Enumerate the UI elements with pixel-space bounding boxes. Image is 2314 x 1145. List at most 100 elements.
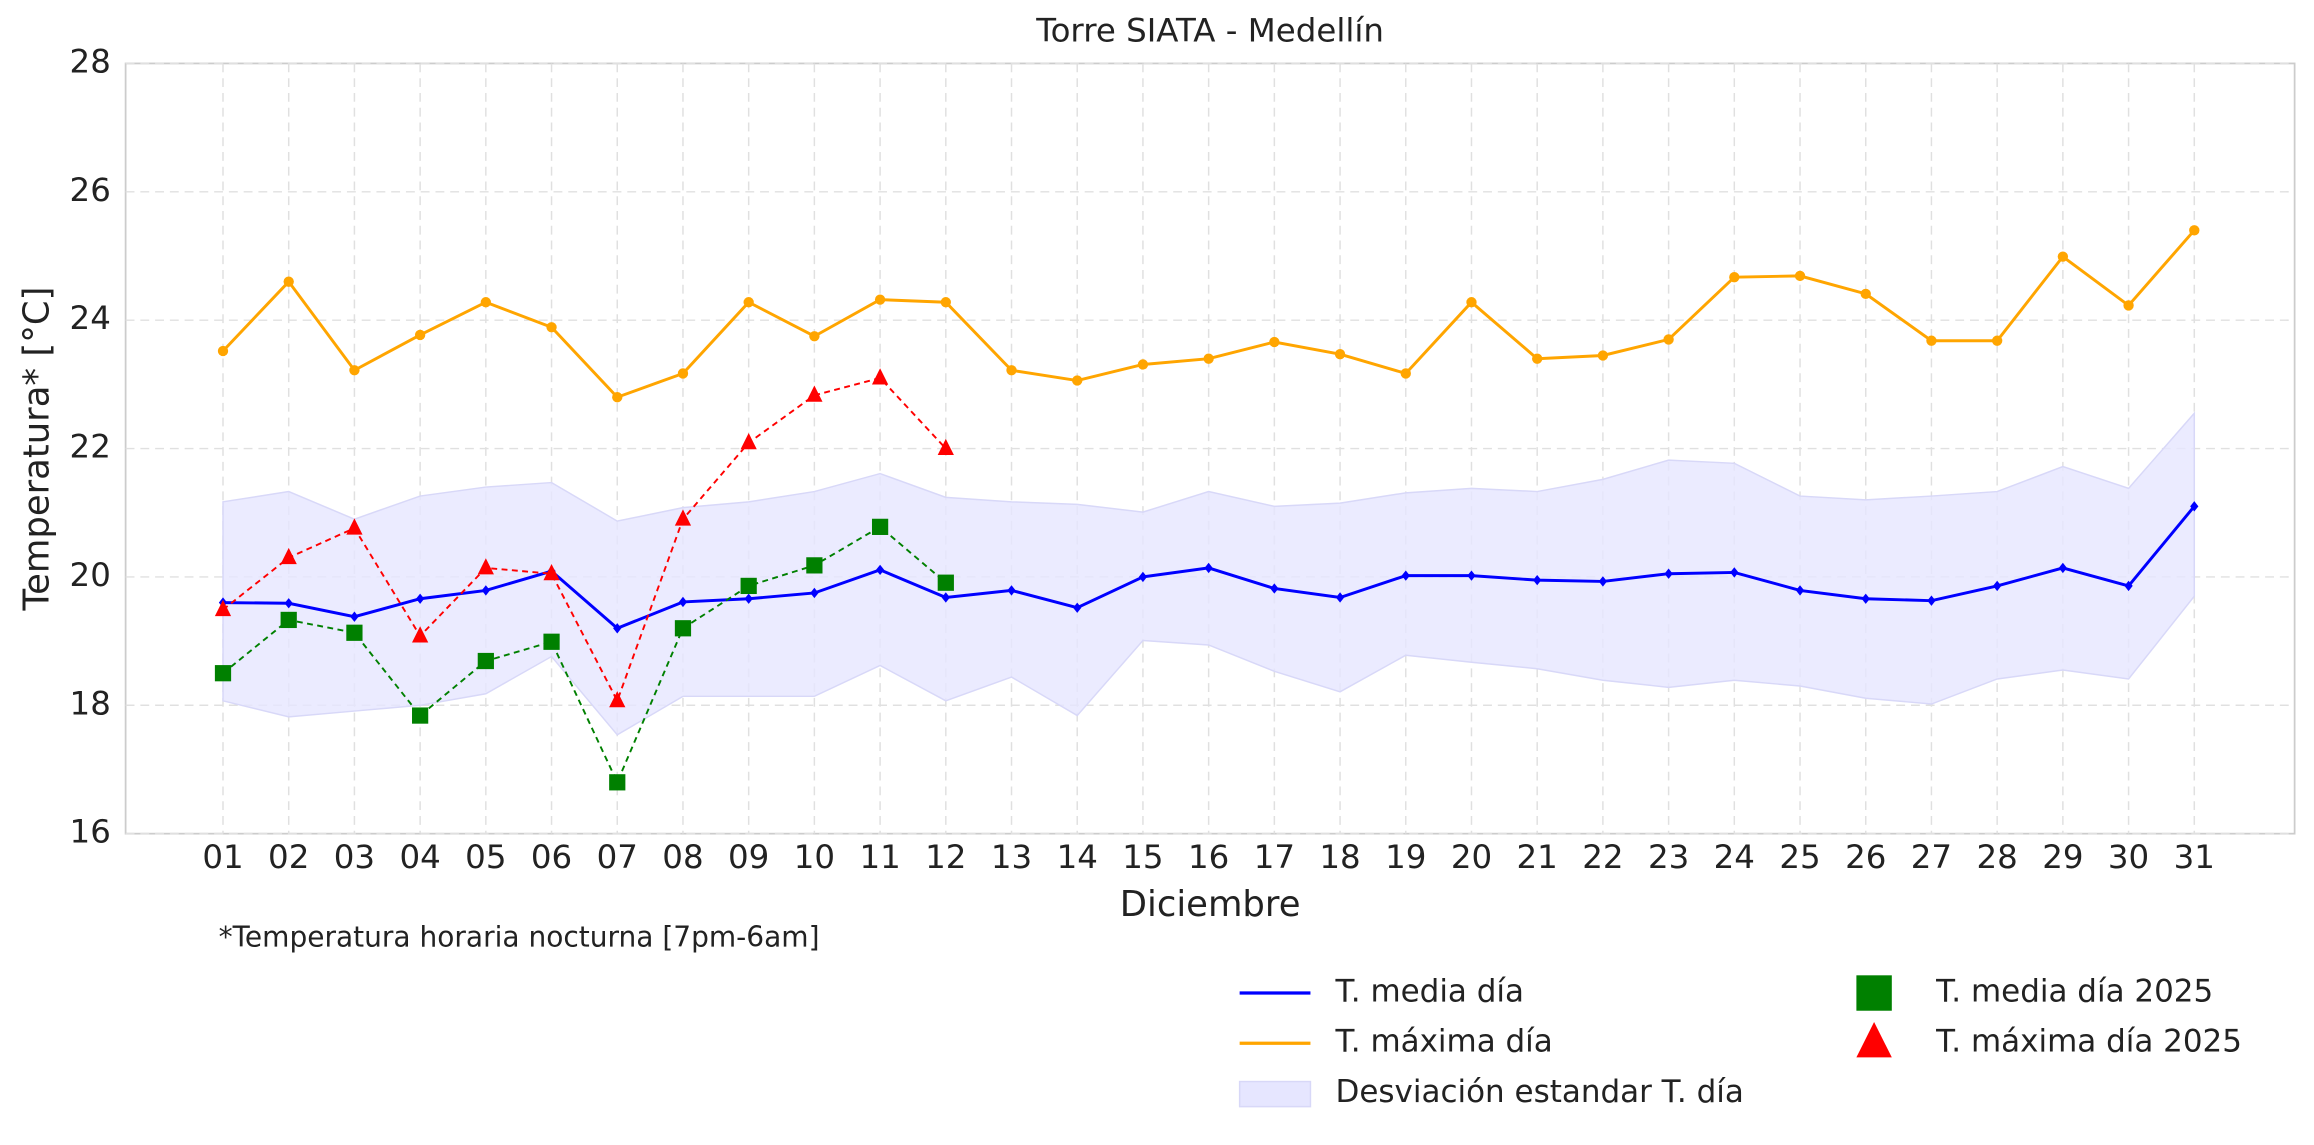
marker xyxy=(2190,501,2199,512)
marker xyxy=(740,433,757,450)
marker xyxy=(481,585,490,596)
marker xyxy=(477,558,494,575)
x-tick-label: 27 xyxy=(1911,838,1952,876)
marker xyxy=(1730,567,1739,578)
marker xyxy=(1137,359,1149,370)
marker xyxy=(477,652,494,670)
marker xyxy=(1204,562,1213,574)
marker xyxy=(1006,365,1017,376)
marker xyxy=(1795,585,1805,596)
x-tick-label: 23 xyxy=(1648,838,1689,876)
x-tick-label: 21 xyxy=(1517,838,1558,876)
marker xyxy=(543,563,560,581)
series-line xyxy=(222,525,947,785)
y-axis-label: Temperatura* [°C] xyxy=(17,287,58,612)
marker xyxy=(2123,300,2134,311)
legend-label: Desviación estandar T. día xyxy=(1336,1074,1744,1110)
marker xyxy=(1007,585,1016,596)
marker xyxy=(871,518,889,535)
x-tick-label: 16 xyxy=(1188,838,1229,876)
x-tick-label: 02 xyxy=(268,838,309,876)
legend-label: T. máxima día 2025 xyxy=(1935,1024,2242,1060)
marker xyxy=(1664,568,1673,579)
marker xyxy=(214,665,232,682)
marker xyxy=(613,623,622,634)
marker xyxy=(415,593,425,604)
marker xyxy=(1597,350,1609,361)
x-tick-label: 01 xyxy=(202,838,243,876)
y-tick-label: 28 xyxy=(70,42,111,80)
x-tick-label: 04 xyxy=(399,838,440,876)
marker xyxy=(806,557,823,574)
x-tick-label: 10 xyxy=(794,838,835,876)
y-tick-label: 26 xyxy=(70,171,111,209)
marker xyxy=(412,707,429,724)
marker xyxy=(740,577,757,595)
y-tick-label: 24 xyxy=(70,299,111,337)
marker xyxy=(1270,583,1279,594)
x-tick-label: 30 xyxy=(2108,838,2149,876)
x-tick-label: 29 xyxy=(2042,838,2083,876)
marker xyxy=(1993,580,2002,592)
marker xyxy=(744,593,753,604)
marker xyxy=(414,329,426,341)
y-tick-label: 22 xyxy=(70,428,111,466)
marker xyxy=(546,322,557,333)
marker xyxy=(1991,335,2003,346)
chart-title: Torre SIATA - Medellín xyxy=(1035,11,1384,49)
y-tick-label: 16 xyxy=(70,813,111,851)
marker xyxy=(937,438,954,456)
marker xyxy=(1856,975,1892,1011)
marker xyxy=(346,518,363,535)
series-line xyxy=(222,376,947,704)
marker xyxy=(2124,580,2133,592)
marker xyxy=(1532,353,1543,364)
marker xyxy=(280,547,297,565)
x-tick-label: 06 xyxy=(531,838,572,876)
legend-label: T. máxima día xyxy=(1335,1024,1553,1060)
marker xyxy=(810,587,819,599)
marker xyxy=(1334,349,1346,360)
marker xyxy=(941,592,950,603)
x-tick-label: 14 xyxy=(1057,838,1098,876)
marker xyxy=(678,596,688,608)
marker xyxy=(346,624,363,641)
marker xyxy=(283,276,294,287)
marker xyxy=(350,611,359,622)
x-tick-label: 07 xyxy=(597,838,638,876)
legend-label: T. media día 2025 xyxy=(1935,974,2213,1010)
marker xyxy=(1335,592,1345,603)
marker xyxy=(1860,288,1871,300)
marker xyxy=(809,331,820,342)
x-tick-label: 22 xyxy=(1582,838,1623,876)
marker xyxy=(217,345,229,357)
marker xyxy=(2189,225,2200,236)
legend-label: T. media día xyxy=(1335,974,1524,1010)
marker xyxy=(412,626,429,643)
x-tick-label: 18 xyxy=(1319,838,1360,876)
marker xyxy=(1663,334,1674,345)
x-tick-label: 03 xyxy=(334,838,375,876)
marker xyxy=(1467,570,1476,581)
x-tick-label: 26 xyxy=(1845,838,1886,876)
marker xyxy=(284,598,293,609)
marker xyxy=(937,574,954,591)
marker xyxy=(677,368,689,379)
marker xyxy=(1856,1021,1892,1058)
marker xyxy=(674,509,692,526)
std-band xyxy=(222,411,2196,736)
marker xyxy=(214,599,232,617)
x-tick-label: 09 xyxy=(728,838,769,876)
marker xyxy=(874,294,886,305)
marker xyxy=(609,691,626,708)
marker xyxy=(871,368,889,385)
x-tick-label: 24 xyxy=(1714,838,1755,876)
x-tick-label: 15 xyxy=(1122,838,1163,876)
x-tick-label: 13 xyxy=(991,838,1032,876)
x-axis-label: Diciembre xyxy=(1120,884,1301,925)
marker xyxy=(1729,272,1740,283)
marker xyxy=(1269,336,1280,348)
marker xyxy=(1400,368,1411,379)
